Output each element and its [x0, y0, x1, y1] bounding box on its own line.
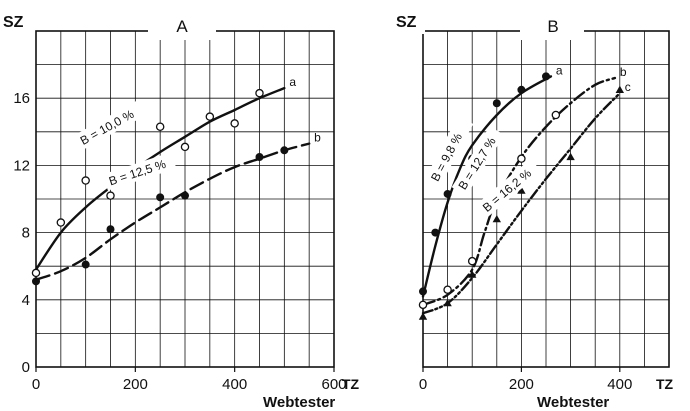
- x-tick-label: 200: [509, 376, 534, 393]
- panel-b: 0 200 400 B SZ TZ Webtester aB = 9,8 %bB =…: [393, 10, 674, 411]
- ylabel-mask-a: [0, 10, 34, 34]
- markers-a: [31, 88, 289, 286]
- series-line-a: [34, 86, 286, 271]
- data-point-a: [205, 112, 215, 121]
- y-tick-label: 8: [22, 225, 30, 242]
- series-annotation-mask: [424, 116, 474, 188]
- data-point-c: [492, 214, 501, 223]
- data-point-b: [32, 277, 41, 286]
- x-tick-label: 200: [123, 376, 148, 393]
- data-point-a: [81, 176, 90, 185]
- data-point-b: [106, 225, 115, 234]
- series-end-label-b: b: [314, 131, 321, 145]
- data-point-b: [467, 256, 477, 266]
- data-point-a: [155, 122, 165, 132]
- data-point-b: [180, 191, 189, 200]
- x-tick-label: 0: [419, 376, 427, 393]
- y-tick-label: 4: [22, 292, 30, 309]
- series-annotation-a: B = 10,0 %: [78, 107, 137, 148]
- series-annotation-mask: [451, 126, 505, 197]
- series-annotation-mask: [475, 158, 542, 219]
- series-annotation-mask: [102, 152, 177, 191]
- curves-a: [34, 86, 311, 281]
- panel-a: 0 200 400 600 0 4 8 12 16 A SZ TZ Webtester a B =…: [0, 10, 360, 411]
- data-point-a: [31, 268, 41, 278]
- data-point-a: [492, 99, 501, 108]
- ticks-b: 0 200 400: [419, 367, 632, 393]
- data-point-b: [255, 152, 264, 161]
- data-point-b: [280, 146, 289, 155]
- data-point-a: [180, 142, 190, 152]
- data-point-a: [56, 218, 66, 227]
- x-tick-label: 400: [607, 376, 632, 393]
- grid-b: [423, 31, 669, 367]
- data-point-b: [517, 154, 526, 163]
- x-tick-label: 600: [321, 376, 346, 393]
- data-point-b: [418, 300, 428, 310]
- series-line-b: [34, 142, 311, 281]
- data-point-c: [517, 186, 526, 194]
- data-point-a: [230, 119, 239, 128]
- data-point-c: [468, 270, 477, 278]
- series-end-label-b: b: [620, 65, 627, 79]
- ylabel-mask-b: [393, 10, 425, 34]
- series-annotation-mask: [73, 100, 145, 151]
- title-mask-b: [520, 18, 584, 40]
- series-end-label-c: c: [625, 80, 631, 94]
- data-point-a: [517, 85, 526, 94]
- x-unit-label-a: TZ: [342, 376, 360, 392]
- y-tick-label: 12: [13, 157, 30, 174]
- series-end-label-a: a: [289, 75, 296, 89]
- data-point-b: [156, 193, 165, 202]
- y-axis-label-a: SZ: [3, 14, 24, 31]
- data-point-a: [106, 191, 115, 200]
- data-point-a: [542, 72, 551, 81]
- x-unit-label-b: TZ: [656, 376, 674, 392]
- x-axis-label-a: Webtester: [263, 394, 335, 411]
- data-point-a: [418, 287, 427, 296]
- title-mask-a: [148, 18, 216, 40]
- series-line-c: [421, 92, 621, 315]
- panel-label-b: B: [547, 17, 558, 36]
- data-point-a: [431, 228, 440, 237]
- x-tick-label: 400: [222, 376, 247, 393]
- x-tick-label: 0: [32, 376, 40, 393]
- series-annotation-b: B = 12,5 %: [107, 157, 168, 189]
- series-annotation-c: B = 16,2 %: [480, 166, 534, 215]
- data-point-c: [615, 85, 624, 93]
- series-labels-b: aB = 9,8 %bB = 12,7 %cB = 16,2 %: [424, 63, 631, 219]
- data-point-c: [566, 152, 575, 161]
- data-point-a: [255, 88, 264, 98]
- data-point-b: [443, 285, 452, 294]
- data-point-c: [418, 312, 428, 320]
- y-axis-label-b: SZ: [396, 14, 417, 31]
- y-tick-label: 16: [13, 90, 30, 107]
- data-point-a: [443, 189, 452, 198]
- ticks-a: 0 200 400 600 0 4 8 12 16: [13, 90, 346, 393]
- panel-label-a: A: [176, 17, 188, 36]
- y-tick-label: 0: [22, 359, 30, 376]
- series-end-label-a: a: [556, 63, 563, 77]
- data-point-b: [81, 260, 90, 269]
- data-point-b: [551, 110, 561, 120]
- series-line-a: [421, 75, 553, 298]
- x-axis-label-b: Webtester: [537, 394, 609, 411]
- data-point-c: [443, 298, 452, 307]
